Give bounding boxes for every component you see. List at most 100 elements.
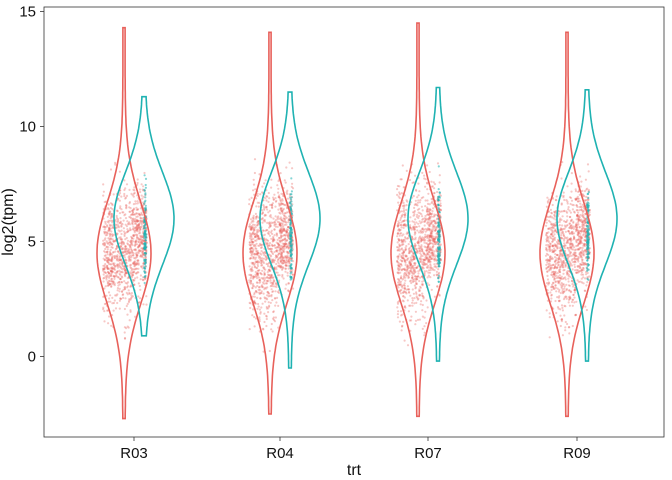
data-point xyxy=(264,241,267,244)
data-point xyxy=(118,265,121,268)
data-point xyxy=(102,183,105,186)
data-point xyxy=(587,232,590,235)
data-point xyxy=(253,266,256,269)
data-point xyxy=(582,214,585,217)
data-point xyxy=(251,295,254,298)
data-point xyxy=(278,274,281,277)
data-point xyxy=(407,243,410,246)
data-point xyxy=(272,238,275,241)
data-point xyxy=(250,275,253,278)
data-point xyxy=(123,254,126,257)
data-point xyxy=(273,221,277,224)
data-point xyxy=(586,253,589,256)
data-point xyxy=(141,252,144,255)
data-point xyxy=(580,263,583,266)
data-point xyxy=(433,214,436,217)
data-point xyxy=(438,235,441,238)
data-point xyxy=(255,235,258,238)
data-point xyxy=(254,286,257,289)
data-point xyxy=(276,260,279,263)
data-point xyxy=(108,232,111,235)
data-point xyxy=(268,274,271,277)
data-point xyxy=(418,220,421,223)
data-point xyxy=(106,267,109,270)
data-point xyxy=(577,211,580,214)
data-point xyxy=(268,215,271,218)
data-point xyxy=(138,230,141,233)
data-point xyxy=(248,243,251,246)
data-point xyxy=(122,241,125,244)
data-point xyxy=(256,253,259,256)
data-point xyxy=(118,212,122,215)
data-point xyxy=(269,231,273,234)
data-point xyxy=(121,263,124,266)
data-point xyxy=(106,241,109,244)
data-point xyxy=(407,257,410,260)
data-point xyxy=(135,233,138,236)
data-point xyxy=(265,242,268,245)
data-point xyxy=(278,203,281,206)
data-point xyxy=(426,188,429,191)
data-point xyxy=(118,256,121,259)
data-point xyxy=(418,294,421,297)
data-point xyxy=(414,188,418,191)
data-point xyxy=(258,308,261,311)
data-point xyxy=(107,241,110,244)
data-point xyxy=(567,280,570,283)
data-point xyxy=(106,207,110,210)
data-point xyxy=(254,252,257,255)
data-point xyxy=(399,259,402,262)
data-point xyxy=(547,227,551,230)
data-point xyxy=(133,186,136,189)
data-point xyxy=(120,195,123,198)
data-point xyxy=(551,257,554,260)
data-point xyxy=(414,319,418,322)
data-point xyxy=(586,269,589,272)
data-point xyxy=(142,264,145,267)
data-point xyxy=(124,258,127,261)
data-point xyxy=(403,216,406,219)
data-point xyxy=(557,261,560,264)
data-point xyxy=(248,225,251,228)
data-point xyxy=(251,216,254,219)
data-point xyxy=(143,278,146,281)
data-point xyxy=(580,256,584,259)
data-point xyxy=(571,268,574,271)
data-point xyxy=(396,232,400,235)
data-point xyxy=(134,220,137,223)
data-point xyxy=(121,223,124,226)
data-point xyxy=(547,198,551,201)
data-point xyxy=(128,215,131,218)
data-point xyxy=(414,218,417,221)
data-point xyxy=(254,270,257,274)
data-point xyxy=(586,221,589,224)
data-point xyxy=(264,297,267,300)
data-point xyxy=(266,195,269,198)
data-point xyxy=(268,274,271,277)
data-point xyxy=(431,185,434,188)
data-point xyxy=(268,265,271,268)
data-point xyxy=(269,203,272,207)
data-point xyxy=(124,259,127,262)
data-point xyxy=(420,244,423,247)
data-point xyxy=(580,206,583,209)
data-point xyxy=(579,269,582,273)
data-point xyxy=(432,227,435,230)
data-point xyxy=(418,257,421,260)
data-point xyxy=(418,249,421,252)
data-point xyxy=(254,235,257,238)
data-point xyxy=(128,206,131,209)
data-point xyxy=(135,262,138,265)
data-point xyxy=(248,265,251,268)
data-point xyxy=(126,282,129,285)
data-point xyxy=(138,243,141,246)
data-point xyxy=(137,240,140,243)
data-point xyxy=(137,224,140,227)
data-point xyxy=(285,261,288,264)
data-point xyxy=(252,277,255,280)
data-point xyxy=(265,305,268,309)
data-point xyxy=(586,187,589,190)
data-point xyxy=(261,212,264,215)
data-point xyxy=(110,260,113,263)
